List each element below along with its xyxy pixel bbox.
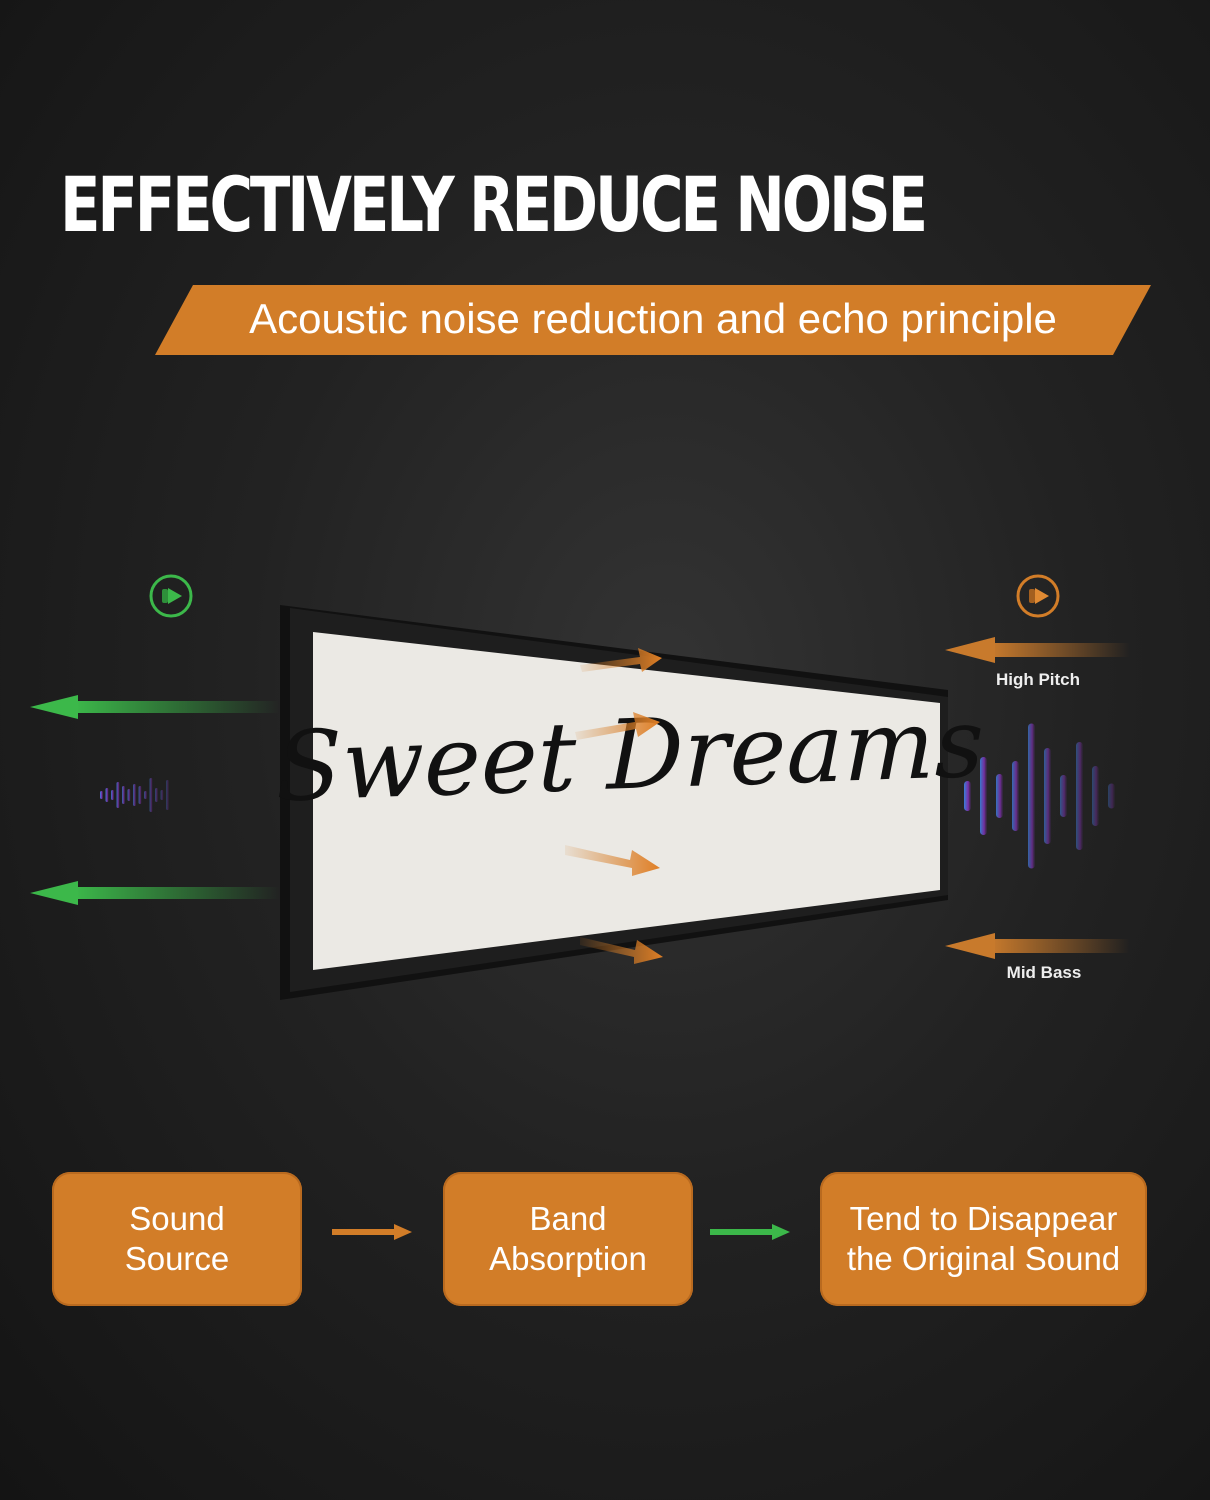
waveform-bar [155, 788, 158, 802]
high-pitch-arrow [945, 637, 1130, 663]
waveform-bar [160, 790, 164, 800]
waveform-bar [1060, 775, 1067, 817]
waveform-bar [100, 791, 103, 799]
banner-shape [155, 285, 1151, 355]
flow-step-band-absorption: Band Absorption [443, 1172, 693, 1306]
reflected-arrow-bottom [30, 881, 280, 905]
waveform-bar [1076, 742, 1083, 850]
waveform-bar [964, 781, 971, 811]
flow-step-line: Band [529, 1200, 607, 1237]
waveform-bar [122, 786, 125, 804]
waveform-bar [144, 791, 147, 799]
waveform-bar [1012, 761, 1019, 831]
waveform-bar [1108, 783, 1115, 809]
waveform-bar [1044, 748, 1051, 844]
waveform-bar [1092, 766, 1099, 826]
waveform-bar [138, 786, 142, 804]
flow-step-line: Tend to Disappear [849, 1200, 1118, 1237]
wall-sign: Sweet Dreams [276, 605, 984, 1000]
waveform-bar [133, 784, 136, 806]
flow-step-line: the Original Sound [846, 1240, 1121, 1277]
diagram-scene: High Pitch Mid Bass Sweet Dreams [30, 574, 1130, 1000]
waveform-bar [116, 782, 120, 808]
waveform-bar [127, 789, 131, 801]
waveform-bar [996, 774, 1003, 818]
flow-step-disappear: Tend to Disappear the Original Sound [820, 1172, 1147, 1306]
flow-step-line: Sound [129, 1200, 225, 1237]
high-pitch-label: High Pitch [996, 670, 1080, 689]
sign-lettering: Sweet Dreams [276, 687, 984, 824]
speaker-icon [1016, 574, 1060, 618]
flow-arrow-green [710, 1224, 790, 1240]
absorption-arrow [580, 648, 662, 672]
flow-step-sound-source: Sound Source [52, 1172, 302, 1306]
mid-bass-label: Mid Bass [1007, 963, 1082, 982]
mid-bass-arrow [945, 933, 1130, 959]
flow-step-line: Source [124, 1240, 230, 1277]
waveform-small [100, 778, 169, 812]
flow-arrow-orange [332, 1224, 412, 1240]
waveform-bar [105, 788, 109, 802]
absorption-arrow [565, 845, 660, 876]
waveform-bar [111, 790, 114, 800]
waveform-bar [980, 757, 987, 835]
page-title: EFFECTIVELY REDUCE NOISE [60, 160, 928, 249]
flow-step-line: Absorption [489, 1240, 647, 1277]
waveform-bar [1028, 723, 1035, 869]
absorption-arrow [580, 937, 663, 964]
waveform-bar [166, 780, 169, 810]
reflected-arrow-top [30, 695, 280, 719]
waveform-large [964, 723, 1115, 869]
subtitle-banner: Acoustic noise reduction and echo princi… [155, 285, 1151, 355]
banner-text: Acoustic noise reduction and echo princi… [249, 295, 1057, 342]
speaker-icon [149, 574, 193, 618]
waveform-bar [149, 778, 153, 812]
absorption-arrow [575, 712, 660, 740]
